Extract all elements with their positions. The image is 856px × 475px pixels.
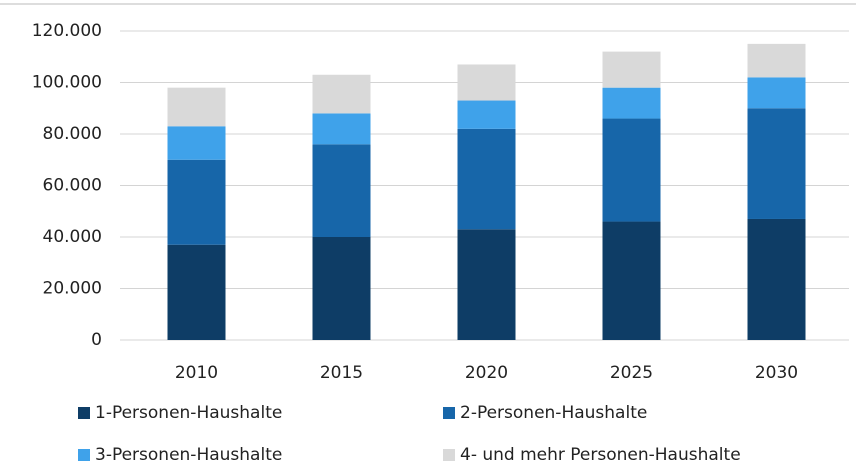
bar-segment bbox=[747, 43, 806, 78]
x-tick-label: 2015 bbox=[320, 363, 363, 383]
legend-swatch bbox=[443, 407, 455, 419]
bar-segment bbox=[747, 218, 806, 340]
y-tick-label: 40.000 bbox=[43, 227, 102, 247]
bar-segment bbox=[457, 128, 516, 230]
bar-segment bbox=[457, 100, 516, 129]
bar-segment bbox=[312, 144, 371, 237]
legend-label: 2-Personen-Haushalte bbox=[460, 403, 647, 423]
legend-label: 4- und mehr Personen-Haushalte bbox=[460, 445, 741, 465]
y-tick-label: 120.000 bbox=[32, 21, 102, 41]
bar-segment bbox=[312, 74, 371, 114]
x-tick-label: 2025 bbox=[610, 363, 653, 383]
x-tick-label: 2010 bbox=[175, 363, 218, 383]
bar-segment bbox=[167, 159, 226, 245]
bar-segment bbox=[312, 113, 371, 145]
y-tick-label: 0 bbox=[91, 330, 102, 350]
legend-swatch bbox=[443, 449, 455, 461]
y-tick-label: 100.000 bbox=[32, 73, 102, 93]
y-tick-label: 20.000 bbox=[43, 279, 102, 299]
bar-segment bbox=[167, 87, 226, 127]
bar-segment bbox=[602, 118, 661, 222]
bar-segment bbox=[167, 126, 226, 160]
legend-label: 3-Personen-Haushalte bbox=[95, 445, 282, 465]
bar-segment bbox=[747, 77, 806, 109]
x-tick-label: 2030 bbox=[755, 363, 798, 383]
legend-swatch bbox=[78, 407, 90, 419]
bar-segment bbox=[602, 221, 661, 340]
y-tick-label: 80.000 bbox=[43, 124, 102, 144]
bar-segment bbox=[312, 237, 371, 340]
y-tick-label: 60.000 bbox=[43, 176, 102, 196]
bar-segment bbox=[457, 229, 516, 340]
bar-segment bbox=[602, 51, 661, 88]
legend-swatch bbox=[78, 449, 90, 461]
bar-segment bbox=[602, 87, 661, 119]
bar-segment bbox=[167, 244, 226, 340]
legend-label: 1-Personen-Haushalte bbox=[95, 403, 282, 423]
bar-segment bbox=[747, 108, 806, 219]
x-tick-label: 2020 bbox=[465, 363, 508, 383]
bar-segment bbox=[457, 64, 516, 101]
